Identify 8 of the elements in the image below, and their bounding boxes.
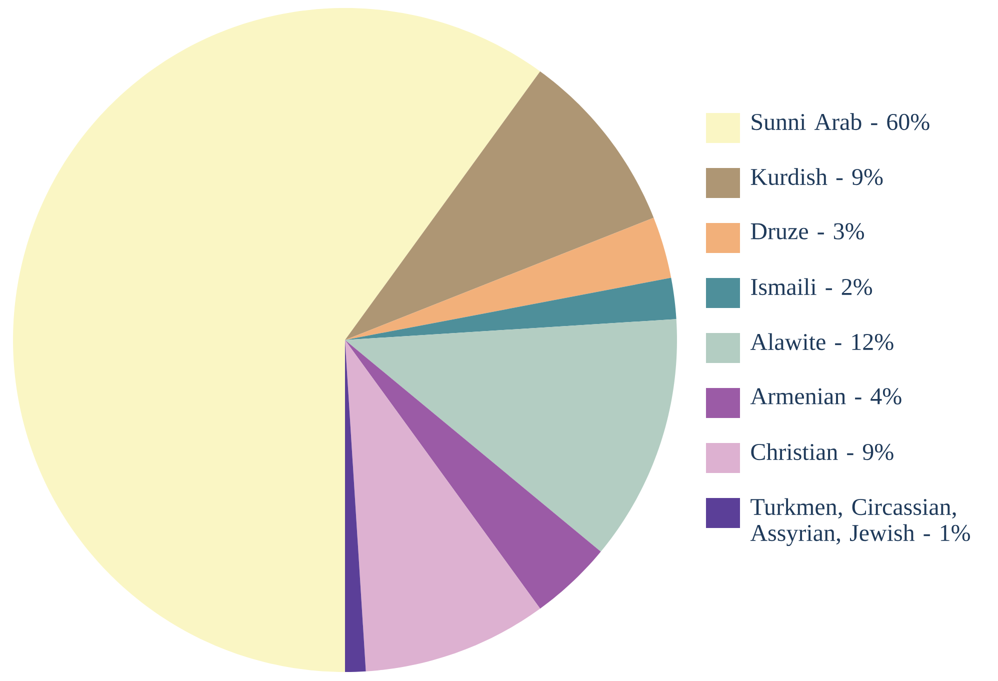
legend-label: Turkmen, Circassian, Assyrian, Jewish - 1% bbox=[750, 498, 970, 546]
legend-label: Ismaili - 2% bbox=[751, 278, 872, 296]
legend-label: Christian - 9% bbox=[751, 443, 894, 460]
legend-label: Druze - 3% bbox=[750, 223, 864, 240]
legend-label: Armenian - 4% bbox=[750, 388, 902, 404]
legend-label: Alawite - 12% bbox=[750, 333, 894, 350]
legend-label: Sunni Arab - 60% bbox=[752, 113, 930, 130]
legend-label: Kurdish - 9% bbox=[750, 168, 883, 186]
